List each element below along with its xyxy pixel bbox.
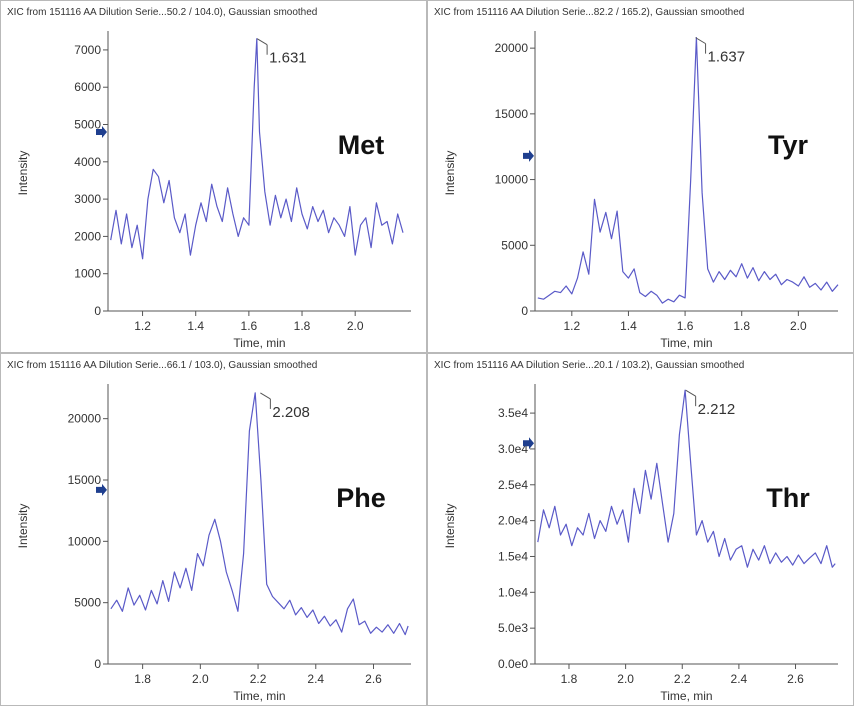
chart-title: XIC from 151116 AA Dilution Serie...20.1… [434,360,744,371]
chart-panel-thr: XIC from 151116 AA Dilution Serie...20.1… [427,353,854,706]
x-tick-label: 2.0 [192,672,209,686]
chromatogram-trace [537,37,839,304]
y-tick-label: 5000 [74,118,101,132]
analyte-label: Thr [766,483,810,513]
threshold-marker-icon [523,149,534,162]
x-tick-label: 1.8 [733,319,750,333]
analyte-label: Met [338,130,385,160]
x-tick-label: 2.2 [250,672,267,686]
y-tick-label: 0 [94,657,101,671]
y-tick-label: 5000 [74,596,101,610]
threshold-marker-icon [96,125,107,138]
peak-label: 1.631 [269,50,307,67]
chromatogram-trace [537,389,836,568]
x-tick-label: 1.4 [620,319,637,333]
y-tick-label: 2000 [74,229,101,243]
y-tick-label: 20000 [495,41,529,55]
y-axis-label: Intensity [443,504,457,549]
chart-title: XIC from 151116 AA Dilution Serie...50.2… [7,7,317,18]
chart-svg: XIC from 151116 AA Dilution Serie...50.2… [7,7,411,350]
chromatogram-trace [110,392,409,636]
x-axis-label: Time, min [233,336,285,350]
threshold-marker-icon [96,483,107,496]
x-tick-label: 1.8 [294,319,311,333]
y-axis-label: Intensity [16,504,30,549]
chart-svg: XIC from 151116 AA Dilution Serie...20.1… [434,360,838,703]
y-tick-label: 15000 [68,473,102,487]
x-tick-label: 2.2 [674,672,691,686]
y-tick-label: 20000 [68,412,102,426]
threshold-marker-icon [523,437,534,450]
x-tick-label: 1.6 [677,319,694,333]
peak-label: 2.212 [698,401,736,418]
analyte-label: Phe [336,483,386,513]
x-tick-label: 2.0 [617,672,634,686]
y-tick-label: 3.0e4 [498,442,528,456]
x-axis-label: Time, min [233,689,285,703]
x-tick-label: 2.0 [790,319,807,333]
y-tick-label: 1.5e4 [498,549,528,563]
y-tick-label: 3000 [74,192,101,206]
x-tick-label: 2.6 [365,672,382,686]
y-tick-label: 2.5e4 [498,478,528,492]
y-tick-label: 0 [521,304,528,318]
chromatogram-trace [110,38,404,260]
analyte-label: Tyr [768,130,809,160]
peak-leader-line [685,389,696,397]
x-tick-label: 1.2 [563,319,580,333]
y-tick-label: 5.0e3 [498,621,528,635]
y-tick-label: 4000 [74,155,101,169]
chart-panel-met: XIC from 151116 AA Dilution Serie...50.2… [0,0,427,353]
x-tick-label: 2.0 [347,319,364,333]
y-tick-label: 2.0e4 [498,514,528,528]
chart-title: XIC from 151116 AA Dilution Serie...66.1… [7,360,317,371]
y-tick-label: 1.0e4 [498,585,528,599]
x-tick-label: 1.2 [134,319,151,333]
peak-label: 1.637 [708,49,746,66]
x-axis-label: Time, min [660,689,712,703]
y-tick-label: 6000 [74,80,101,94]
peak-leader-line [695,37,706,45]
chart-svg: XIC from 151116 AA Dilution Serie...82.2… [434,7,839,350]
chart-panel-phe: XIC from 151116 AA Dilution Serie...66.1… [0,353,427,706]
x-tick-label: 2.4 [731,672,748,686]
peak-leader-line [260,392,271,400]
y-tick-label: 5000 [501,238,528,252]
x-tick-label: 1.8 [134,672,151,686]
y-tick-label: 10000 [495,173,529,187]
y-tick-label: 0.0e0 [498,657,528,671]
x-tick-label: 1.8 [561,672,578,686]
chart-svg: XIC from 151116 AA Dilution Serie...66.1… [7,360,411,703]
y-tick-label: 3.5e4 [498,406,528,420]
peak-leader-line [256,38,268,46]
y-axis-label: Intensity [443,151,457,196]
y-tick-label: 0 [94,304,101,318]
chart-title: XIC from 151116 AA Dilution Serie...82.2… [434,7,744,18]
y-tick-label: 10000 [68,534,102,548]
y-tick-label: 15000 [495,107,529,121]
x-tick-label: 2.6 [787,672,804,686]
x-tick-label: 1.4 [187,319,204,333]
y-tick-label: 1000 [74,267,101,281]
x-tick-label: 1.6 [241,319,258,333]
x-tick-label: 2.4 [307,672,324,686]
y-axis-label: Intensity [16,151,30,196]
y-tick-label: 7000 [74,43,101,57]
chart-panel-tyr: XIC from 151116 AA Dilution Serie...82.2… [427,0,854,353]
peak-label: 2.208 [272,404,310,421]
x-axis-label: Time, min [660,336,712,350]
